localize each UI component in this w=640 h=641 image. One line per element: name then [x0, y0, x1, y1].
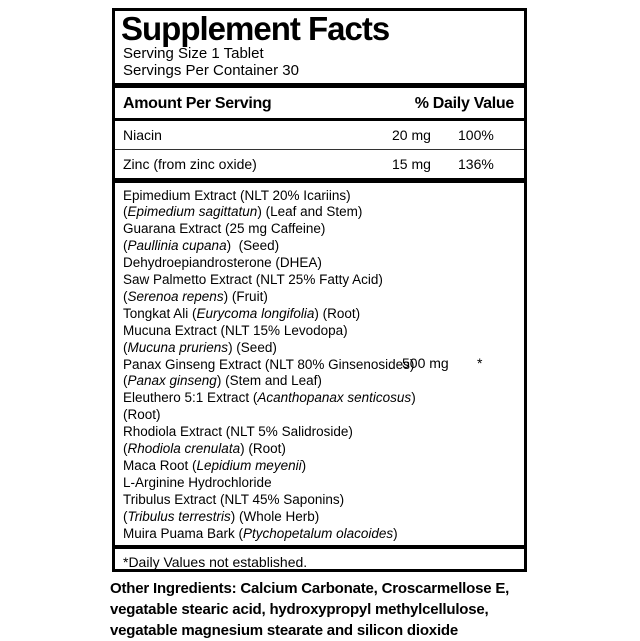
column-header-row: Amount Per Serving % Daily Value [115, 88, 524, 118]
blend-ingredient-line: (Panax ginseng) (Stem and Leaf) [123, 373, 322, 389]
blend-ingredient-line: Guarana Extract (25 mg Caffeine) [123, 221, 326, 237]
blend-ingredient-line: Panax Ginseng Extract (NLT 80% Ginsenosi… [123, 356, 415, 372]
servings-per-container: Servings Per Container 30 [123, 62, 299, 79]
nutrient-row: Zinc (from zinc oxide) 15 mg 136% [115, 150, 524, 178]
blend-ingredient-line: L-Arginine Hydrochloride [123, 474, 272, 490]
blend-amount: 500 mg [402, 354, 449, 371]
blend-ingredient-line: Eleuthero 5:1 Extract (Acanthopanax sent… [123, 390, 416, 406]
divider-thick-middle [115, 177, 524, 183]
other-ingredients-line: vegatable magnesium stearate and silicon… [110, 622, 459, 639]
nutrient-amount: 15 mg [392, 155, 431, 172]
other-ingredients-line: vegatable stearic acid, hydroxypropyl me… [110, 601, 489, 618]
blend-ingredient-line: Maca Root (Lepidium meyenii) [123, 458, 307, 473]
nutrient-amount: 20 mg [392, 126, 431, 143]
nutrient-daily-value: 136% [458, 155, 494, 172]
other-ingredients: Other Ingredients: Calcium Carbonate, Cr… [110, 578, 635, 641]
proprietary-blend-section: Epimedium Extract (NLT 20% Icariins) (Epi… [115, 183, 524, 545]
blend-ingredient-line: (Epimedium sagittatun) (Leaf and Stem) [123, 204, 363, 220]
serving-size: Serving Size 1 Tablet [123, 45, 264, 62]
blend-lines: Epimedium Extract (NLT 20% Icariins) (Epi… [123, 188, 514, 543]
amount-per-serving-header: Amount Per Serving [123, 95, 272, 112]
divider-medium [115, 118, 524, 121]
blend-ingredient-line: Epimedium Extract (NLT 20% Icariins) [123, 187, 351, 203]
blend-ingredient-line: Muira Puama Bark (Ptychopetalum olacoide… [123, 525, 398, 541]
nutrient-row-divider [115, 148, 524, 150]
blend-ingredient-line: (Tribulus terrestris) (Whole Herb) [123, 508, 320, 524]
divider-thick-top [115, 83, 524, 88]
supplement-facts-panel: Supplement Facts Serving Size 1 Tablet S… [112, 8, 527, 572]
daily-value-footnote: *Daily Values not established. [123, 553, 308, 570]
nutrient-name: Niacin [123, 126, 162, 143]
nutrient-row: Niacin 20 mg 100% [115, 121, 524, 149]
blend-ingredient-line: Tribulus Extract (NLT 45% Saponins) [123, 491, 345, 507]
blend-ingredient-line: Mucuna Extract (NLT 15% Levodopa) [123, 322, 348, 338]
divider-thick-bottom [115, 544, 524, 549]
blend-ingredient-line: Saw Palmetto Extract (NLT 25% Fatty Acid… [123, 272, 383, 288]
nutrient-name: Zinc (from zinc oxide) [123, 155, 257, 172]
panel-title: Supplement Facts [121, 10, 390, 47]
blend-ingredient-line: (Mucuna pruriens) (Seed) [123, 339, 277, 355]
daily-value-header: % Daily Value [414, 95, 515, 112]
blend-ingredient-line: Dehydroepiandrosterone (DHEA) [123, 255, 322, 271]
blend-ingredient-line: Tongkat Ali (Eurycoma longifolia) (Root) [123, 305, 361, 321]
blend-daily-value-asterisk: * [477, 354, 483, 371]
blend-ingredient-line: (Paullinia cupana) (Seed) [123, 238, 280, 254]
nutrient-daily-value: 100% [458, 126, 494, 143]
blend-ingredient-line: (Rhodiola crenulata) (Root) [123, 441, 286, 457]
blend-ingredient-line: (Root) [123, 407, 161, 423]
nutrient-rows: Niacin 20 mg 100% Zinc (from zinc oxide) 15 … [115, 121, 524, 178]
blend-ingredient-line: (Serenoa repens) (Fruit) [123, 288, 268, 304]
blend-ingredient-line: Rhodiola Extract (NLT 5% Salidroside) [123, 424, 353, 440]
other-ingredients-line: Other Ingredients: Calcium Carbonate, Cr… [110, 580, 510, 597]
